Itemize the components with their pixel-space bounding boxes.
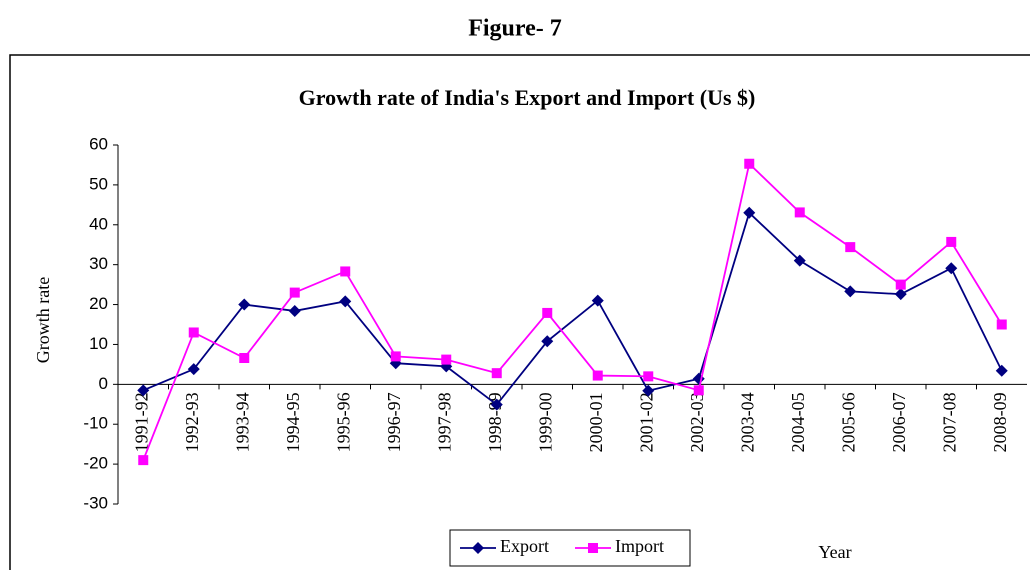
x-tick-label: 2001-02 — [636, 392, 656, 452]
x-tick-label: 2003-04 — [737, 392, 757, 452]
series-marker — [895, 279, 906, 290]
series-marker — [643, 371, 654, 382]
y-tick-label: 0 — [99, 374, 108, 393]
x-tick-label: 2008-09 — [990, 392, 1010, 452]
chart-frame — [9, 54, 1030, 575]
x-tick-label: 1995-96 — [333, 392, 353, 452]
series-marker — [541, 335, 554, 348]
series-marker — [491, 368, 502, 379]
series-marker — [995, 364, 1008, 377]
y-tick-label: 30 — [89, 254, 108, 273]
series-marker — [844, 285, 857, 298]
x-tick-label: 1997-98 — [434, 392, 454, 452]
series-line — [142, 211, 1003, 406]
series-marker — [996, 319, 1007, 330]
series-marker — [793, 254, 806, 267]
series-marker — [693, 385, 704, 396]
series-marker — [591, 294, 604, 307]
chart-title: Growth rate of India's Export and Import… — [299, 85, 756, 110]
legend-label: Import — [615, 536, 664, 556]
series-marker — [340, 266, 351, 277]
series-marker — [642, 384, 655, 397]
y-tick-label: 10 — [89, 334, 108, 353]
x-tick-label: 2002-03 — [687, 392, 707, 452]
x-tick-label: 2007-08 — [939, 392, 959, 452]
x-tick-label: 1991-92 — [131, 392, 151, 452]
series-marker — [137, 384, 150, 397]
series-marker — [187, 363, 200, 376]
series-marker — [794, 207, 805, 218]
y-tick-label: 60 — [89, 134, 108, 153]
x-tick-label: 2005-06 — [838, 392, 858, 452]
series-marker — [743, 206, 756, 219]
series-marker — [946, 236, 957, 247]
x-tick-label: 2000-01 — [586, 392, 606, 452]
series-marker — [490, 398, 503, 411]
series-marker — [188, 327, 199, 338]
y-tick-label: 20 — [89, 294, 108, 313]
series-marker — [542, 307, 553, 318]
y-axis-label: Growth rate — [33, 277, 53, 363]
series-marker — [441, 354, 452, 365]
series-marker — [339, 295, 352, 308]
series-line — [142, 161, 1003, 461]
y-tick-label: 40 — [89, 214, 108, 233]
series-marker — [238, 298, 251, 311]
figure-title: Figure- 7 — [468, 16, 562, 42]
y-tick-label: -10 — [83, 414, 108, 433]
x-tick-label: 1993-94 — [232, 392, 252, 452]
series-marker — [390, 351, 401, 362]
y-tick-label: -30 — [83, 493, 108, 512]
legend-label: Export — [500, 536, 549, 556]
series-marker — [288, 304, 301, 317]
series-marker — [138, 455, 149, 466]
x-tick-label: 2006-07 — [889, 392, 909, 452]
x-tick-label: 1992-93 — [182, 392, 202, 452]
x-tick-label: 1994-95 — [283, 392, 303, 452]
x-axis-label: Year — [818, 542, 851, 562]
y-tick-label: -20 — [83, 454, 108, 473]
legend-marker — [588, 543, 598, 553]
x-tick-label: 1999-00 — [535, 392, 555, 452]
series-marker — [845, 242, 856, 253]
x-tick-label: 2004-05 — [788, 392, 808, 452]
series-marker — [894, 288, 907, 301]
legend-marker — [472, 542, 484, 554]
series-marker — [945, 262, 958, 275]
series-marker — [592, 370, 603, 381]
series-marker — [744, 158, 755, 169]
x-tick-label: 1996-97 — [384, 392, 404, 452]
y-tick-label: 50 — [89, 174, 108, 193]
series-marker — [239, 353, 250, 364]
series-marker — [289, 287, 300, 298]
